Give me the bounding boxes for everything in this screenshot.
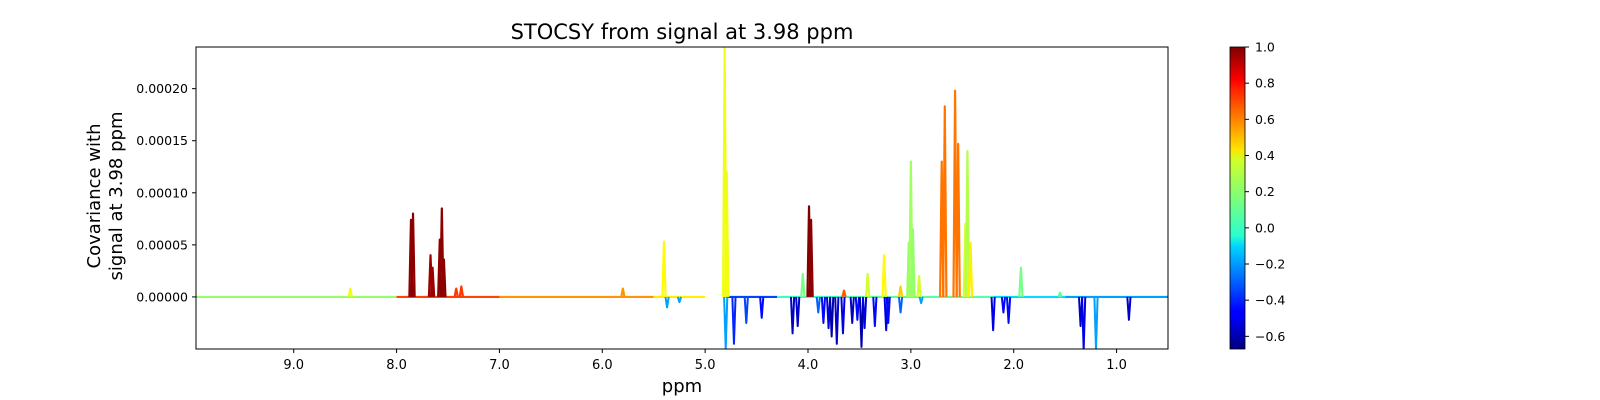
negative-peak [834, 296, 840, 345]
negative-peak [849, 296, 855, 324]
colorbar-tick-label: 0.8 [1255, 76, 1275, 91]
peak [864, 272, 871, 298]
peak [942, 105, 948, 297]
negative-peak [795, 296, 801, 328]
x-axis-label: ppm [662, 376, 702, 397]
x-tick-label: 5.0 [695, 358, 716, 373]
colorbar-tick-label: 1.0 [1255, 40, 1275, 55]
peak [620, 287, 626, 298]
peak [1018, 266, 1024, 297]
negative-peak [872, 296, 878, 328]
x-tick-label: 9.0 [283, 358, 304, 373]
y-axis-label-line-2: signal at 3.98 ppm [106, 112, 127, 281]
negative-peak [885, 296, 891, 324]
peak [808, 218, 814, 297]
peak [453, 287, 459, 298]
peak [661, 240, 667, 297]
peak [458, 285, 465, 298]
negative-peak [918, 296, 924, 305]
negative-peak [815, 296, 821, 314]
colorbar-tick-label: 0.0 [1255, 220, 1275, 235]
spectrum-traces [196, 47, 1168, 349]
negative-peak [789, 296, 796, 335]
peak [955, 142, 961, 297]
negative-peak [829, 296, 835, 338]
negative-peak [861, 296, 868, 330]
peak [347, 287, 353, 298]
plot-frame [195, 46, 1169, 350]
y-tick-label: 0.00015 [136, 133, 188, 148]
peak [429, 266, 436, 297]
colorbar-tick-label: 0.6 [1255, 112, 1275, 127]
x-tick-label: 1.0 [1106, 358, 1127, 373]
colorbar-tick-label: −0.6 [1255, 329, 1285, 344]
negative-peak [1093, 296, 1099, 349]
y-tick-label: 0.00000 [136, 289, 188, 304]
peak [967, 241, 974, 297]
peak [800, 272, 806, 298]
peak [964, 150, 971, 297]
x-tick-label: 3.0 [901, 358, 922, 373]
x-axis: 9.0 8.0 7.0 6.0 5.0 4.0 3.0 2.0 1.0 [283, 349, 1127, 373]
peak [441, 258, 447, 297]
negative-peak [1081, 296, 1087, 349]
colorbar-ticks: 1.0 0.8 0.6 0.4 0.2 0.0 −0.2 −0.4 −0.6 [1245, 40, 1285, 344]
negative-peak [664, 296, 670, 309]
chart-title: STOCSY from signal at 3.98 ppm [511, 20, 854, 44]
negative-peak [743, 296, 749, 324]
negative-peak [1126, 296, 1132, 321]
peak [897, 285, 904, 298]
x-tick-label: 2.0 [1003, 358, 1024, 373]
x-tick-label: 6.0 [592, 358, 613, 373]
colorbar [1229, 46, 1246, 350]
peak [1057, 291, 1063, 298]
peak [952, 89, 958, 297]
negative-peak [858, 296, 865, 348]
y-tick-label: 0.00020 [136, 81, 188, 96]
negative-peak [854, 296, 860, 321]
x-tick-label: 8.0 [386, 358, 407, 373]
peak [410, 212, 416, 297]
negative-peak [990, 296, 996, 332]
negative-peak [1000, 296, 1007, 314]
negative-peak [759, 296, 765, 319]
peak [910, 228, 916, 297]
y-axis-label: Covariance with signal at 3.98 ppm [84, 112, 127, 281]
negative-peak [820, 296, 827, 324]
colorbar-tick-label: 0.4 [1255, 148, 1275, 163]
negative-peak [897, 296, 904, 314]
colorbar-tick-label: −0.4 [1255, 293, 1285, 308]
colorbar-tick-label: 0.2 [1255, 184, 1275, 199]
y-axis-label-line-1: Covariance with [84, 124, 105, 269]
y-tick-label: 0.00010 [136, 185, 188, 200]
negative-peak [731, 296, 737, 345]
y-tick-label: 0.00005 [136, 237, 188, 252]
negative-peak [840, 296, 846, 335]
x-tick-label: 4.0 [798, 358, 819, 373]
peak [724, 170, 730, 297]
peak [881, 254, 887, 297]
negative-peak [723, 296, 729, 349]
peak [916, 275, 922, 298]
peak [841, 289, 847, 298]
negative-peak [1005, 296, 1012, 324]
y-axis: 0.00000 0.00005 0.00010 0.00015 0.00020 [136, 81, 196, 304]
x-tick-label: 7.0 [489, 358, 510, 373]
colorbar-tick-label: −0.2 [1255, 257, 1285, 272]
negative-peak [676, 296, 682, 304]
